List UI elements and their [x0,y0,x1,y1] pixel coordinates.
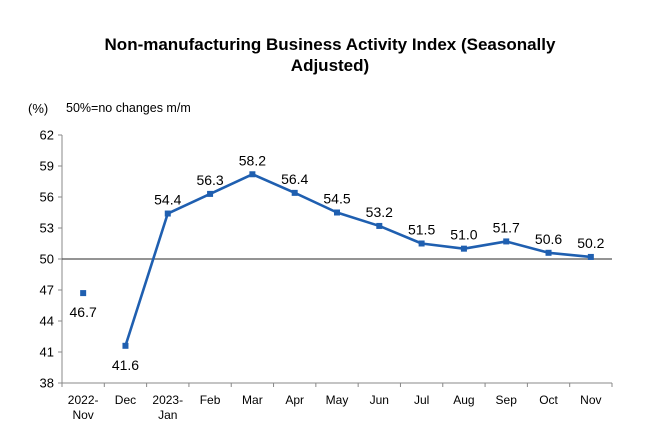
data-point-marker [503,238,510,245]
data-label: 51.0 [450,227,477,243]
x-tick-label: Jun [370,393,389,407]
y-tick-label: 44 [40,314,54,329]
x-tick-label: Jul [414,393,429,407]
chart-title: Non-manufacturing Business Activity Inde… [0,34,660,76]
x-tick-label: Oct [539,393,558,407]
data-point-marker [418,240,425,247]
y-tick-label: 41 [40,345,54,360]
x-tick-label: Dec [115,393,136,407]
x-tick-label: Nov [580,393,601,407]
chart-title-line2: Adjusted) [290,56,370,75]
data-label: 58.2 [239,152,266,168]
data-label: 51.7 [493,219,520,235]
x-tick-label: 2022-Nov [68,393,99,422]
data-point-marker [376,222,383,229]
x-tick-label: Aug [453,393,474,407]
data-label: 50.2 [577,235,604,251]
x-tick-label: May [326,393,349,407]
data-point-marker [249,171,256,178]
data-point-marker [334,209,340,216]
x-tick-label: Sep [496,393,518,407]
x-tick-label: Feb [200,393,221,407]
data-label: 56.3 [196,172,223,188]
y-tick-label: 56 [40,190,54,205]
series-line [124,172,591,347]
data-point-marker [460,245,467,252]
data-point-marker [587,253,594,260]
y-tick-label: 59 [40,159,54,174]
data-label: 56.4 [281,171,308,187]
x-tick-label: Mar [242,393,263,407]
data-point-marker [291,189,298,196]
data-label: 53.2 [366,204,393,220]
data-point-marker [207,190,214,197]
data-label: 54.5 [323,191,350,207]
data-point-marker [80,290,87,297]
data-point-marker [122,342,129,349]
data-point-marker [545,249,552,256]
data-label: 50.6 [535,231,562,247]
y-tick-label: 62 [40,128,54,143]
y-tick-label: 47 [40,283,54,298]
data-label: 54.4 [154,192,181,208]
baseline-note: 50%=no changes m/m [66,101,191,115]
x-tick-label: Apr [285,393,304,407]
data-point-marker [164,210,171,217]
y-unit-label: (%) [28,101,49,116]
y-tick-label: 50 [40,252,54,267]
data-label: 46.7 [70,304,97,320]
chart-title-line1: Non-manufacturing Business Activity Inde… [104,35,556,54]
y-tick-label: 38 [40,376,54,391]
data-label: 51.5 [408,222,435,238]
data-label: 41.6 [112,357,139,373]
x-tick-label: 2023-Jan [152,393,183,422]
y-tick-label: 53 [40,221,54,236]
